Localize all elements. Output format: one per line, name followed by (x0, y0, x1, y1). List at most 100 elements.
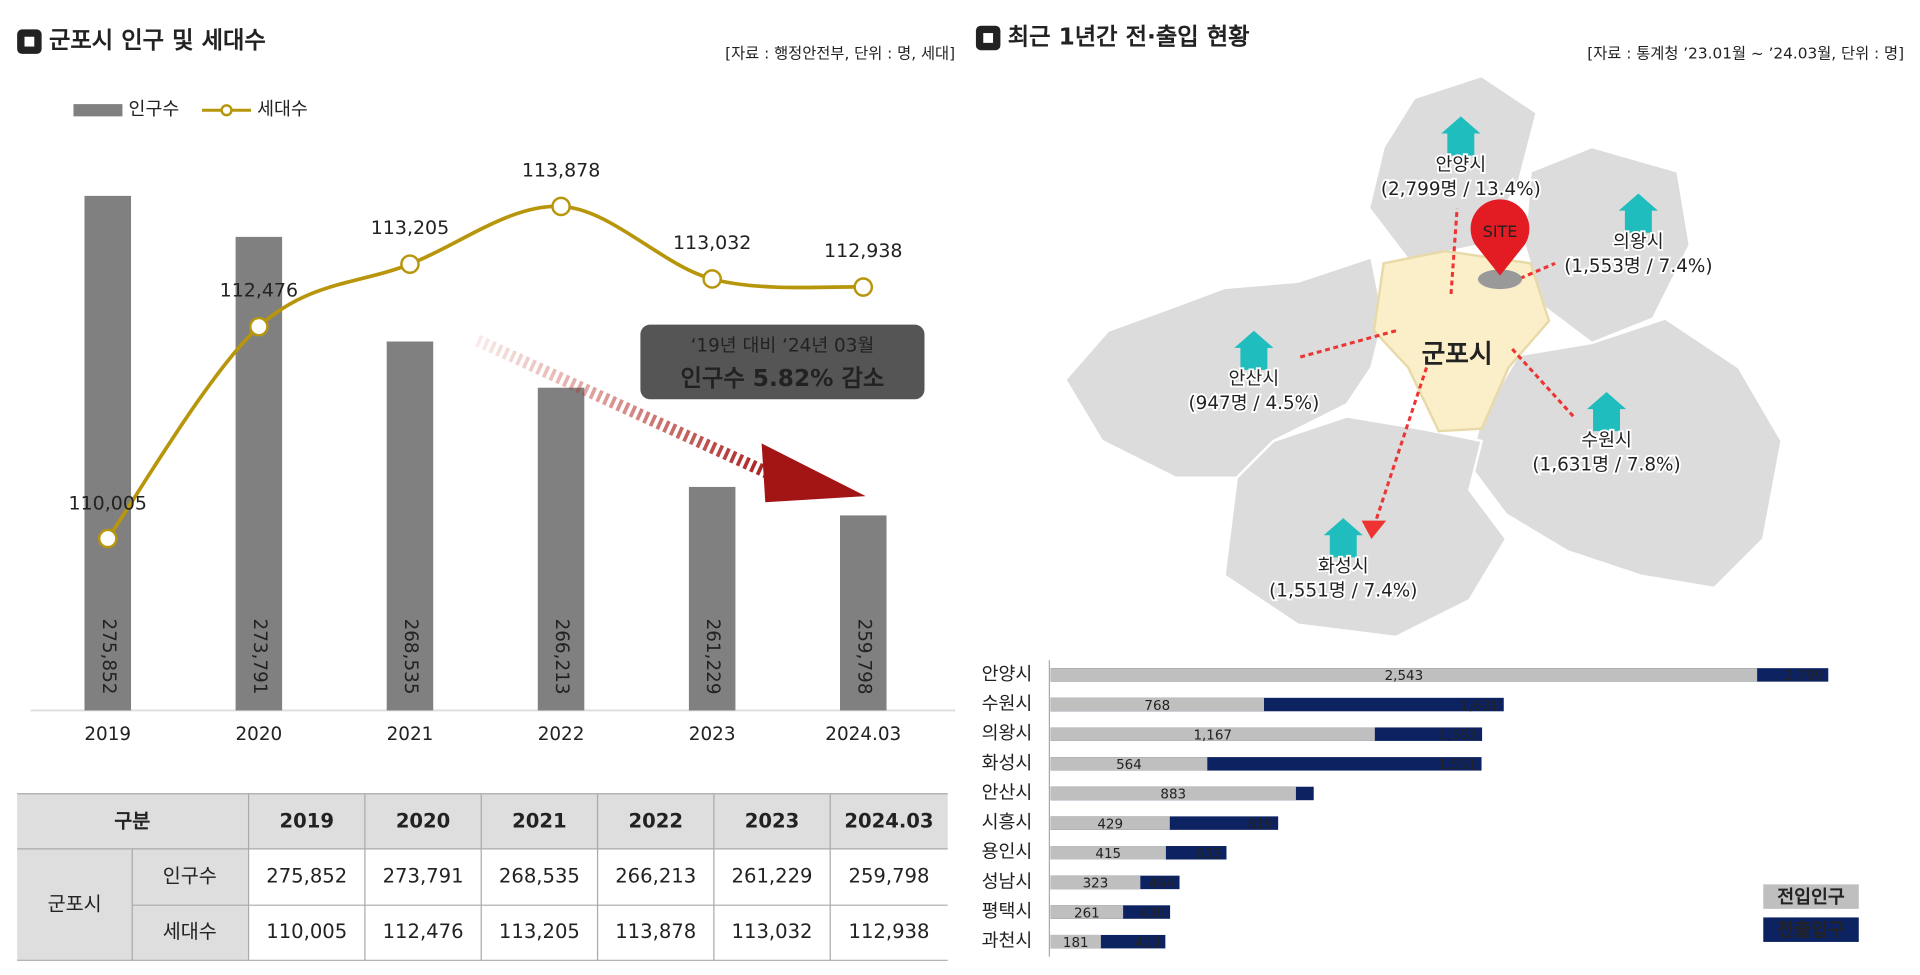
bar (1050, 668, 1758, 682)
bar (386, 341, 434, 711)
bar-label: 275,852 (98, 619, 119, 695)
x-tick-label: 2023 (689, 724, 736, 745)
node-name: 화성시 (1318, 556, 1369, 577)
data-label: 113,032 (673, 232, 751, 254)
bar-label: 430 (1139, 905, 1165, 921)
table-cell: 259,798 (849, 865, 930, 888)
node-name: 의왕시 (1613, 232, 1664, 253)
bar-label: 1,631 (1460, 698, 1499, 714)
legend-swatch (73, 104, 123, 117)
source: [자료 : 행정안전부, 단위 : 명, 세대] (725, 44, 955, 62)
bar-label: 429 (1097, 816, 1123, 832)
title-icon (24, 36, 35, 47)
pin-shadow (1477, 269, 1523, 290)
node-detail: (1,631명 / 7.8%) (1532, 454, 1680, 475)
bar (1050, 875, 1141, 890)
region (1063, 255, 1385, 479)
table-row-label: 인구수 (163, 865, 217, 888)
bar-label: 261 (1074, 905, 1100, 921)
table-header: 2019 (279, 809, 333, 832)
bar-label: 1,553 (1439, 727, 1478, 743)
bar-label: 268,535 (400, 619, 421, 695)
house-icon (1586, 391, 1627, 432)
node-detail: (1,551명 / 7.4%) (1269, 581, 1417, 602)
legend-label: 전입인구 (1777, 886, 1845, 908)
table-cell: 268,535 (499, 865, 580, 888)
node-detail: (947명 / 4.5%) (1189, 393, 1320, 414)
table-cell: 112,476 (383, 920, 464, 943)
x-tick-label: 2019 (84, 724, 131, 745)
bar-label: 768 (1144, 698, 1170, 714)
bar (1050, 816, 1170, 830)
house-icon (1441, 116, 1481, 156)
table-cell: 275,852 (266, 865, 347, 888)
bar-label: 413 (1135, 935, 1161, 951)
node-detail: (1,553명 / 7.4%) (1564, 256, 1712, 277)
y-tick-label: 화성시 (982, 753, 1033, 774)
bar (1050, 905, 1124, 919)
bar (1050, 697, 1264, 712)
x-tick-label: 2024.03 (825, 724, 901, 745)
source: [자료 : 통계청 ’23.01월 ~ ’24.03월, 단위 : 명] (1587, 44, 1904, 62)
center-label: 군포시 (1422, 340, 1493, 370)
table-header: 2020 (396, 809, 450, 832)
bar-label: 1,167 (1193, 727, 1232, 743)
legend-label: 세대수 (257, 99, 308, 120)
y-tick-label: 안산시 (982, 782, 1033, 803)
y-tick-label: 시흥시 (982, 812, 1033, 833)
bar (840, 515, 887, 711)
bar-label: 2,799 (1785, 668, 1824, 684)
legend-label: 인구수 (129, 99, 180, 120)
data-label: 112,938 (824, 240, 902, 262)
line-marker (702, 269, 722, 289)
bar-label: 464 (1149, 876, 1175, 892)
bar-label: 259,798 (853, 619, 874, 695)
data-label: 113,878 (522, 159, 600, 181)
bar (84, 195, 132, 711)
region (1523, 145, 1692, 345)
bar (688, 486, 736, 711)
y-tick-label: 성남시 (982, 871, 1033, 892)
flow-arrows (1297, 208, 1575, 528)
legend-swatch (1763, 917, 1859, 942)
bar (1050, 786, 1296, 801)
table-cell: 113,032 (732, 920, 813, 943)
y-tick-label: 안양시 (982, 664, 1033, 685)
line-marker (97, 528, 118, 549)
line-marker (551, 196, 571, 217)
y-tick-label: 의왕시 (982, 723, 1033, 744)
callout-text: ‘19년 대비 ‘24년 03월 (691, 336, 875, 357)
panel-title: 군포시 인구 및 세대수 (49, 27, 266, 54)
table-group: 군포시 (48, 893, 102, 916)
table-header-bg (17, 793, 948, 849)
legend-marker (220, 104, 233, 117)
data-label: 110,005 (69, 493, 147, 515)
bar (1050, 727, 1375, 741)
legend-label: 전출입구 (1777, 919, 1845, 941)
line-marker (853, 277, 874, 297)
table-cell: 273,791 (383, 865, 464, 888)
bar (1050, 757, 1208, 771)
house-icon (1323, 518, 1363, 558)
bar-label: 2,543 (1385, 668, 1424, 684)
site-label: SITE (1483, 222, 1518, 241)
bar-label: 261,229 (702, 619, 723, 695)
bar-label: 564 (1116, 757, 1142, 773)
bar-label: 181 (1063, 935, 1089, 951)
node-name: 안산시 (1229, 369, 1280, 390)
callout-text: 인구수 5.82% 감소 (681, 365, 885, 392)
data-label: 112,476 (220, 280, 298, 302)
y-tick-label: 수원시 (982, 694, 1033, 715)
bar-label: 415 (1095, 846, 1121, 862)
table-cell: 110,005 (266, 920, 347, 943)
table-cell: 261,229 (732, 865, 813, 888)
site-pin (1470, 199, 1530, 276)
table-header: 2022 (628, 809, 682, 832)
bar-label: 1,551 (1438, 757, 1477, 773)
bar-label: 273,791 (249, 619, 270, 695)
line-marker (400, 254, 420, 274)
trend-arrow-head (761, 443, 866, 503)
bar-label: 266,213 (551, 619, 572, 695)
